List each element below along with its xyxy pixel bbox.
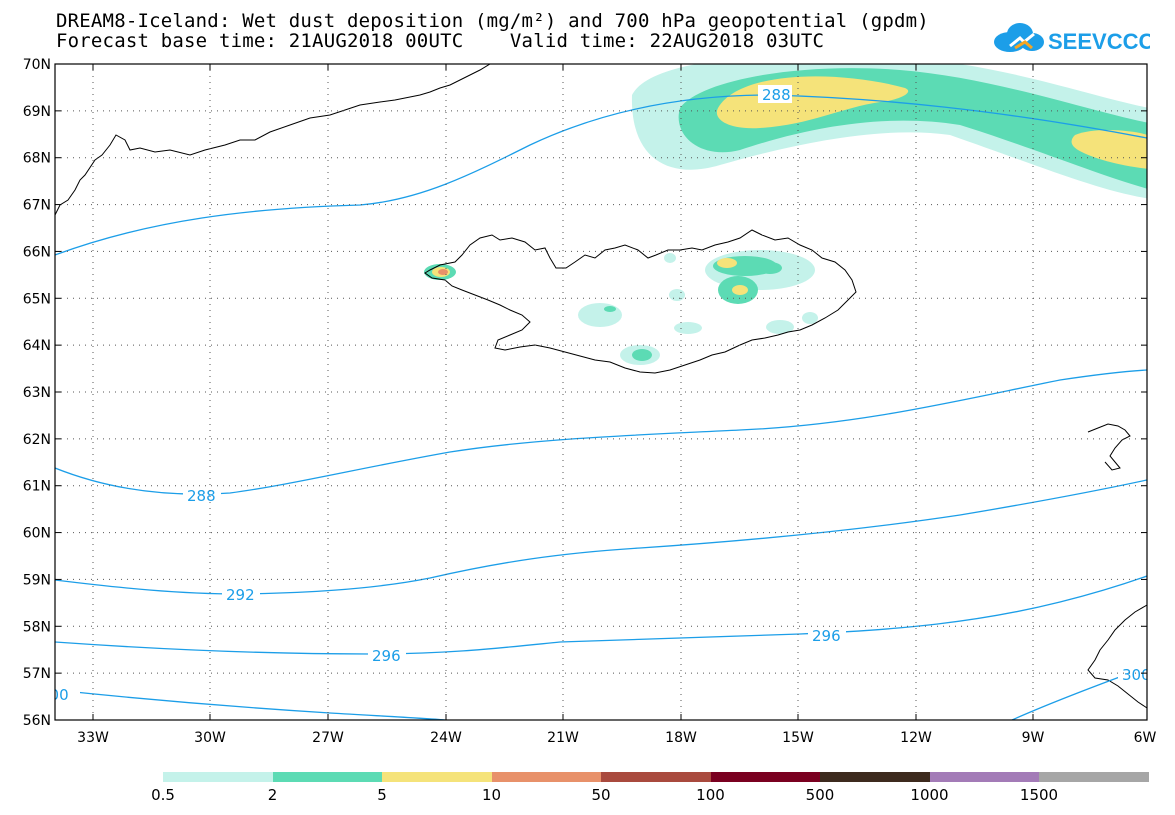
colorbar-swatch xyxy=(1039,772,1149,782)
colorbar-swatch xyxy=(491,772,601,782)
colorbar-label: 1000 xyxy=(910,786,949,804)
longitude-label: 24W xyxy=(430,730,462,746)
contour-288-south xyxy=(55,369,1147,495)
faroe-islands-coastline xyxy=(1087,423,1131,471)
contour-296-west xyxy=(55,575,1147,655)
latitude-label: 60N xyxy=(23,526,51,542)
longitude-label: 15W xyxy=(782,730,814,746)
colorbar-swatch xyxy=(710,772,820,782)
latitude-label: 65N xyxy=(23,291,51,307)
gridlines xyxy=(55,64,1147,720)
logo-text: SEEVCCC xyxy=(1048,29,1150,54)
chart-title: DREAM8-Iceland: Wet dust deposition (mg/… xyxy=(56,10,929,32)
colorbar-label: 500 xyxy=(805,786,835,804)
longitude-label: 21W xyxy=(547,730,579,746)
latitude-label: 62N xyxy=(23,432,51,448)
longitude-labels: 33W 30W 27W 24W 21W 18W 15W 12W 9W 6W xyxy=(77,730,1156,746)
longitude-label: 30W xyxy=(194,730,226,746)
latitude-label: 57N xyxy=(23,666,51,682)
seevccc-logo: SEEVCCC xyxy=(994,23,1150,54)
colorbar-swatch xyxy=(163,772,273,782)
colorbar-label: 100 xyxy=(696,786,725,804)
colorbar-label: 2 xyxy=(267,786,278,804)
dust-deposition-area-northeast xyxy=(631,64,1147,199)
greenland-coastline xyxy=(55,64,491,216)
contour-label: 288 xyxy=(762,86,791,104)
contour-labels: 288 288 292 296 296 300 300 xyxy=(40,85,1151,704)
dust-deposition-spots-iceland xyxy=(424,250,818,365)
colorbar-swatch xyxy=(382,772,492,782)
axis-ticks xyxy=(55,63,1148,721)
latitude-label: 67N xyxy=(23,198,51,214)
contour-label: 296 xyxy=(812,627,841,645)
latitude-label: 61N xyxy=(23,479,51,495)
cloud-icon xyxy=(994,23,1044,52)
longitude-label: 18W xyxy=(665,730,697,746)
scotland-coastline xyxy=(1087,604,1147,709)
contour-300-west xyxy=(55,689,446,720)
longitude-label: 9W xyxy=(1022,730,1045,746)
latitude-label: 56N xyxy=(23,713,51,729)
contour-label: 292 xyxy=(226,586,255,604)
latitude-label: 70N xyxy=(23,57,51,73)
colorbar-label: 0.5 xyxy=(151,786,175,804)
latitude-label: 58N xyxy=(23,619,51,635)
colorbar-swatch xyxy=(820,772,930,782)
contour-label: 300 xyxy=(40,686,69,704)
latitude-label: 66N xyxy=(23,244,51,260)
latitude-label: 64N xyxy=(23,338,51,354)
colorbar-label: 50 xyxy=(591,786,611,804)
latitude-label: 68N xyxy=(23,151,51,167)
longitude-label: 27W xyxy=(312,730,344,746)
iceland-coastline xyxy=(424,229,857,374)
longitude-label: 33W xyxy=(77,730,109,746)
colorbar xyxy=(163,772,1149,782)
latitude-labels: 70N 69N 68N 67N 66N 65N 64N 63N 62N 61N 60N 59N 58N 5… xyxy=(23,57,51,729)
contour-label: 288 xyxy=(187,487,216,505)
contour-288-north xyxy=(55,94,1147,256)
contour-label: 296 xyxy=(372,647,401,665)
colorbar-label: 5 xyxy=(377,786,387,804)
latitude-label: 69N xyxy=(23,104,51,120)
colorbar-swatch xyxy=(601,772,711,782)
longitude-label: 12W xyxy=(900,730,932,746)
colorbar-label: 10 xyxy=(481,786,502,804)
colorbar-label: 1500 xyxy=(1019,786,1059,804)
latitude-label: 59N xyxy=(23,572,51,588)
longitude-label: 6W xyxy=(1134,730,1157,746)
chart-subtitle: Forecast base time: 21AUG2018 00UTC Vali… xyxy=(56,30,825,52)
contour-label: 300 xyxy=(1122,666,1151,684)
latitude-label: 63N xyxy=(23,385,51,401)
colorbar-swatch xyxy=(929,772,1039,782)
colorbar-swatch xyxy=(272,772,382,782)
